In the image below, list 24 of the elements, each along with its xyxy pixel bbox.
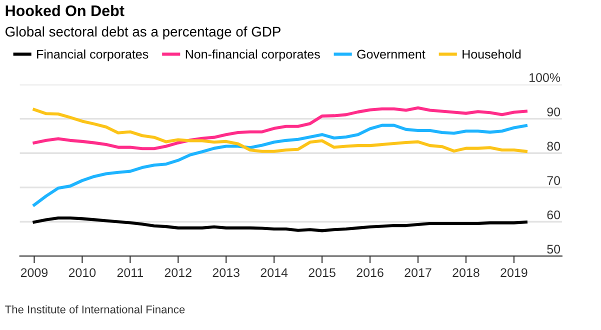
y-tick-label: 100% (530, 73, 560, 82)
text: The Institute of International Finance (5, 305, 185, 314)
x-tick-label: 2009 (20, 268, 48, 278)
chart-subtitle: Global sectoral debt as a percentage of GDP (6, 26, 280, 40)
x-tick-label: 2010 (68, 268, 96, 278)
legend-label: Household (462, 49, 521, 59)
y-tick-label: 70 (547, 176, 560, 185)
x-tick-label: 2013 (212, 268, 240, 278)
legend-label: Government (357, 50, 426, 59)
y-tick-label: 90 (547, 107, 560, 116)
legend-label: Non-financial corporates (186, 49, 320, 62)
legend-label: Financial corporates (37, 49, 148, 62)
x-tick-label: 2015 (308, 268, 336, 278)
x-tick-label: 2019 (500, 268, 528, 278)
x-tick-label: 2011 (117, 268, 144, 278)
y-tick-label: 50 (547, 244, 560, 254)
x-tick-label: 2017 (404, 268, 432, 278)
x-tick-label: 2012 (164, 268, 192, 278)
y-tick-label: 80 (547, 142, 560, 151)
x-tick-label: 2016 (356, 268, 384, 278)
x-tick-label: 2014 (260, 268, 288, 278)
chart-title: Hooked On Debt (6, 4, 124, 16)
y-tick-label: 60 (547, 210, 560, 220)
x-tick-label: 2018 (452, 268, 480, 278)
